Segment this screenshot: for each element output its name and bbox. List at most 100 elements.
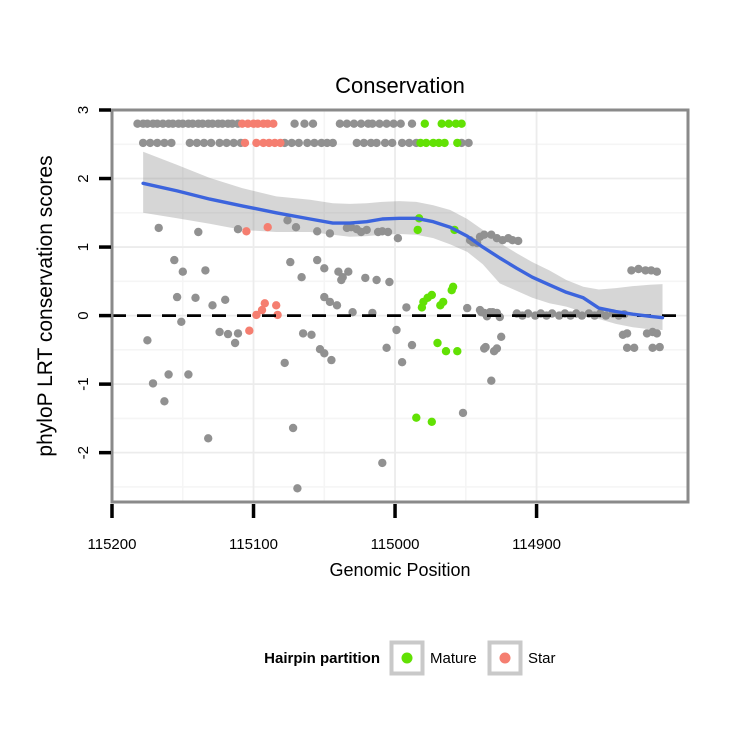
data-point-unpartitioned xyxy=(335,119,345,128)
data-point-unpartitioned xyxy=(229,138,238,148)
data-point-unpartitioned xyxy=(480,230,489,239)
data-point-unpartitioned xyxy=(320,349,329,358)
y-tick-label: 2 xyxy=(75,174,92,182)
data-point-unpartitioned xyxy=(172,292,182,302)
data-point-mature xyxy=(439,297,448,307)
data-point-unpartitioned xyxy=(397,138,407,148)
data-point-unpartitioned xyxy=(396,119,405,128)
legend: Hairpin partition Mature Star xyxy=(264,640,556,676)
data-point-unpartitioned xyxy=(313,227,322,236)
data-point-unpartitioned xyxy=(192,138,202,148)
data-point-mature xyxy=(441,347,451,356)
data-point-unpartitioned xyxy=(337,275,346,285)
data-point-unpartitioned xyxy=(307,330,316,339)
legend-dot-star-icon xyxy=(499,652,511,664)
data-point-unpartitioned xyxy=(164,370,173,379)
data-point-unpartitioned xyxy=(185,138,194,148)
data-point-star xyxy=(276,138,285,148)
data-point-unpartitioned xyxy=(148,379,158,388)
data-point-mature xyxy=(448,282,458,291)
data-point-unpartitioned xyxy=(287,138,296,148)
data-point-star xyxy=(242,227,251,236)
panel-border xyxy=(110,108,690,504)
data-point-mature xyxy=(427,290,436,300)
panel-border-layer xyxy=(110,108,690,504)
data-point-unpartitioned xyxy=(320,264,329,273)
data-point-unpartitioned xyxy=(310,138,319,148)
data-point-unpartitioned xyxy=(514,236,523,246)
y-tick-label: 0 xyxy=(75,311,92,319)
data-point-unpartitioned xyxy=(361,273,370,283)
data-point-unpartitioned xyxy=(206,138,216,148)
data-point-star xyxy=(269,119,278,128)
y-tick-label: 1 xyxy=(75,243,92,251)
data-point-unpartitioned xyxy=(153,138,162,148)
data-point-mature xyxy=(412,413,421,422)
y-axis-label: phyloP LRT conservation scores xyxy=(34,155,57,456)
data-point-mature xyxy=(420,119,429,128)
data-point-star xyxy=(263,223,272,232)
data-point-unpartitioned xyxy=(372,275,381,285)
legend-key-star xyxy=(487,640,523,676)
y-tick-label: 3 xyxy=(75,106,92,114)
data-point-star xyxy=(272,301,281,310)
data-point-unpartitioned xyxy=(233,225,243,234)
data-point-unpartitioned xyxy=(349,119,359,128)
legend-dot-mature-icon xyxy=(401,652,413,664)
data-point-mature xyxy=(440,138,449,148)
data-point-unpartitioned xyxy=(652,329,662,338)
data-point-unpartitioned xyxy=(293,484,302,493)
data-point-unpartitioned xyxy=(191,293,200,302)
trend-line xyxy=(141,181,665,320)
data-point-unpartitioned xyxy=(146,138,155,148)
data-point-unpartitioned xyxy=(601,311,611,320)
data-point-mature xyxy=(457,119,466,128)
data-point-unpartitioned xyxy=(291,223,301,232)
data-point-unpartitioned xyxy=(154,223,163,233)
data-point-unpartitioned xyxy=(356,119,366,128)
data-point-unpartitioned xyxy=(230,338,240,348)
data-point-unpartitioned xyxy=(290,119,299,128)
data-point-unpartitioned xyxy=(222,138,231,148)
data-point-unpartitioned xyxy=(652,267,662,276)
data-point-unpartitioned xyxy=(480,344,489,353)
data-point-unpartitioned xyxy=(303,138,312,148)
data-point-unpartitioned xyxy=(375,119,384,128)
x-tick-label: 115000 xyxy=(371,536,420,553)
data-point-unpartitioned xyxy=(475,305,485,315)
data-point-unpartitioned xyxy=(627,266,636,275)
data-point-unpartitioned xyxy=(170,255,179,265)
data-point-unpartitioned xyxy=(160,138,169,148)
data-point-unpartitioned xyxy=(392,325,401,335)
data-point-unpartitioned xyxy=(407,340,417,350)
data-point-star xyxy=(245,326,254,335)
data-point-star xyxy=(260,299,269,308)
data-point-unpartitioned xyxy=(407,119,417,128)
x-tick-label: 114900 xyxy=(512,536,561,553)
data-point-unpartitioned xyxy=(380,138,390,148)
data-point-unpartitioned xyxy=(622,329,632,338)
data-point-unpartitioned xyxy=(294,138,303,148)
data-point-unpartitioned xyxy=(283,216,292,225)
data-point-unpartitioned xyxy=(622,343,632,352)
tick-labels-layer: 115200 115100 115000 114900 3 2 1 0 -1 -2 xyxy=(75,106,561,553)
data-point-unpartitioned xyxy=(630,343,639,352)
data-point-unpartitioned xyxy=(223,329,233,339)
data-point-unpartitioned xyxy=(495,312,504,322)
data-point-unpartitioned xyxy=(402,303,411,312)
data-point-unpartitioned xyxy=(288,423,298,433)
data-point-unpartitioned xyxy=(177,317,186,326)
legend-label-star: Star xyxy=(528,650,556,667)
legend-title: Hairpin partition xyxy=(264,650,380,667)
data-point-unpartitioned xyxy=(325,229,335,238)
data-point-mature xyxy=(422,138,431,148)
data-point-unpartitioned xyxy=(362,225,371,235)
data-point-unpartitioned xyxy=(634,264,643,274)
data-point-unpartitioned xyxy=(383,227,393,237)
data-point-unpartitioned xyxy=(328,138,337,148)
data-point-unpartitioned xyxy=(405,138,414,148)
data-point-unpartitioned xyxy=(344,267,353,276)
data-point-unpartitioned xyxy=(464,138,473,148)
y-tick-label: -2 xyxy=(75,446,92,459)
